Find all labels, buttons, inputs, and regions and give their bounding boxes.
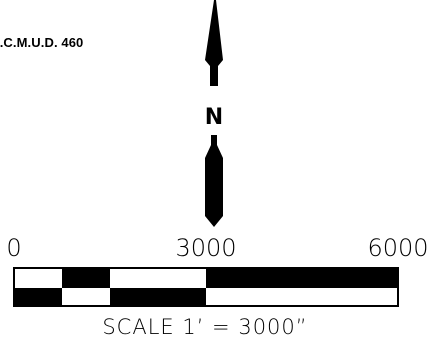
district-label: I.C.M.U.D. 460 bbox=[0, 35, 84, 50]
scale-segment bbox=[110, 288, 206, 306]
scale-segment bbox=[206, 288, 398, 306]
scale-caption: SCALE 1’ = 3000” bbox=[102, 315, 307, 339]
scale-segment bbox=[14, 268, 62, 288]
scale-tick-6000: 6000 bbox=[367, 234, 428, 262]
scale-tick-0: 0 bbox=[6, 234, 21, 262]
scale-bar bbox=[13, 267, 399, 307]
scale-segment bbox=[206, 268, 398, 288]
scale-segment bbox=[14, 288, 62, 306]
north-letter: N bbox=[205, 105, 223, 130]
scale-segment bbox=[62, 288, 110, 306]
scale-bar-outline bbox=[13, 267, 399, 307]
scale-tick-3000: 3000 bbox=[175, 234, 236, 262]
scale-segment bbox=[62, 268, 110, 288]
scale-segment bbox=[110, 268, 206, 288]
north-arrow-upper-needle bbox=[205, 0, 223, 86]
north-arrow-lower-shaft bbox=[205, 135, 223, 227]
north-arrow-icon: N bbox=[205, 0, 223, 227]
